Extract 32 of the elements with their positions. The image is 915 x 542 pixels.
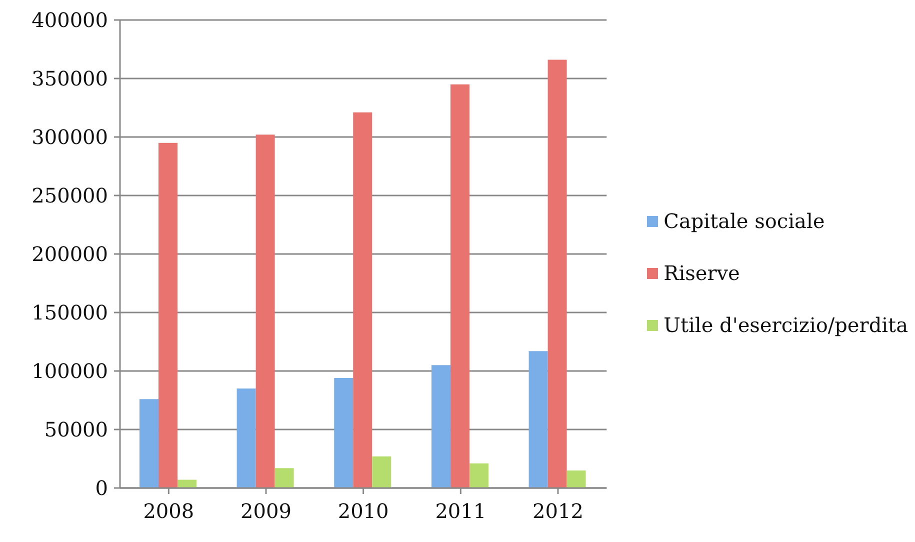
- bar: [431, 365, 450, 488]
- y-tick-label: 200000: [32, 242, 108, 266]
- y-tick-label: 350000: [32, 66, 108, 91]
- bar: [334, 378, 354, 488]
- bar: [256, 134, 275, 488]
- bar: [274, 468, 294, 488]
- x-tick-label: 2011: [435, 499, 486, 524]
- bar: [177, 480, 196, 488]
- bar: [450, 84, 470, 488]
- bar: [528, 351, 548, 488]
- y-tick-label: 400000: [32, 8, 108, 32]
- y-tick-label: 150000: [32, 300, 108, 325]
- legend-label: Utile d'esercizio/perdita: [664, 313, 908, 337]
- bar: [372, 456, 392, 488]
- legend-label: Capitale sociale: [664, 209, 825, 233]
- bar: [158, 142, 178, 488]
- bar: [236, 388, 256, 488]
- x-tick-label: 2012: [532, 499, 584, 524]
- bar: [353, 112, 372, 488]
- legend-label: Riserve: [664, 261, 740, 285]
- x-tick-label: 2008: [143, 499, 194, 524]
- bar: [566, 470, 586, 488]
- y-tick-label: 250000: [32, 184, 108, 208]
- y-tick-label: 300000: [32, 125, 108, 150]
- bar: [469, 463, 488, 488]
- x-tick-label: 2010: [338, 499, 389, 524]
- y-tick-label: 0: [95, 476, 108, 500]
- bar: [548, 60, 567, 488]
- y-tick-label: 100000: [32, 359, 108, 384]
- x-tick-label: 2009: [240, 499, 292, 524]
- y-tick-label: 50000: [44, 418, 108, 442]
- bar: [139, 399, 158, 488]
